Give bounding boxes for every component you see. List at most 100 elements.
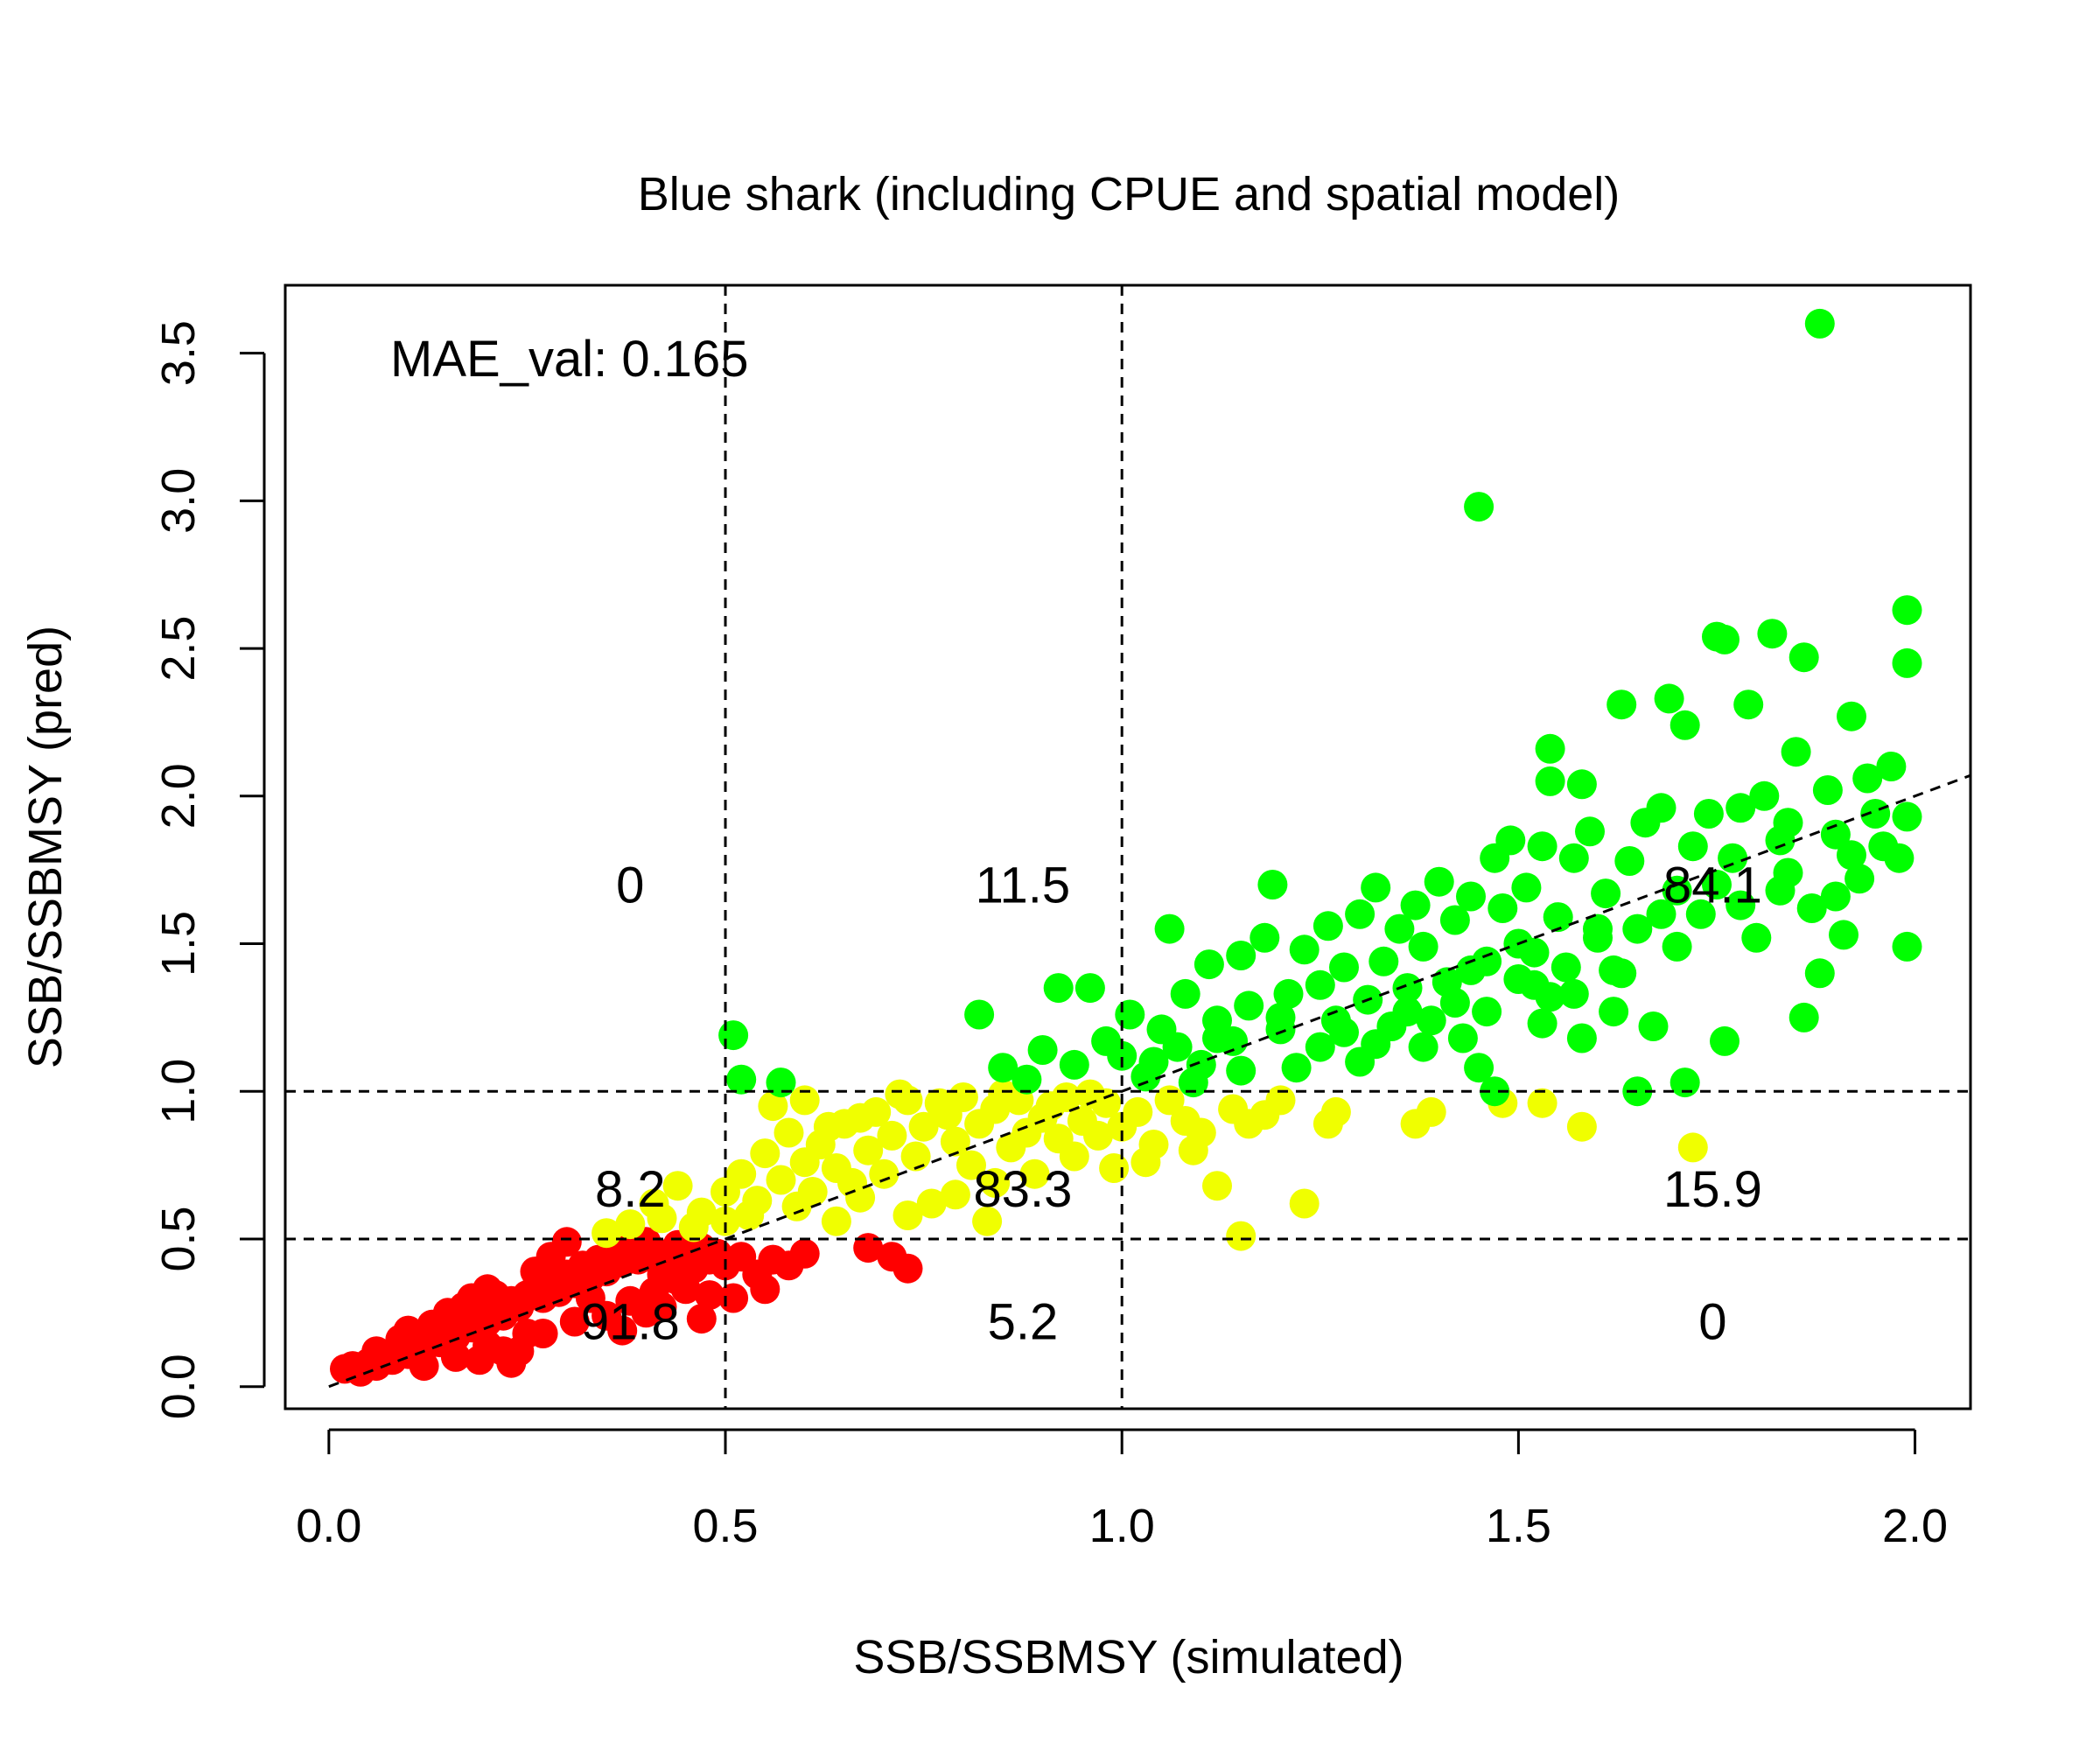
yellow-point [980, 1167, 1011, 1198]
green-point [1654, 683, 1684, 714]
yellow-point [1035, 1091, 1066, 1122]
yellow-point [789, 1085, 820, 1116]
green-point [1464, 1053, 1494, 1083]
green-point [1622, 1076, 1653, 1107]
green-point [1226, 941, 1256, 970]
yellow-point [988, 1079, 1018, 1110]
green-point [1591, 878, 1621, 909]
yellow-point [726, 1158, 757, 1189]
red-point [789, 1238, 820, 1269]
yellow-point [710, 1206, 740, 1236]
points-layer [330, 308, 1922, 1387]
green-point [1726, 793, 1756, 823]
reference-lines [285, 285, 1971, 1409]
green-point [1472, 997, 1502, 1027]
green-point [1837, 701, 1866, 732]
x-tick-label: 1.5 [1486, 1500, 1551, 1552]
green-point [1416, 1005, 1446, 1036]
green-point [1741, 922, 1772, 953]
green-point [1662, 931, 1692, 962]
green-point [1329, 1017, 1359, 1047]
yellow-point [1059, 1141, 1089, 1172]
green-point [1194, 949, 1224, 980]
green-point [1464, 492, 1494, 522]
green-point [1384, 914, 1415, 944]
cell-percentage: 0 [616, 857, 644, 914]
green-point [1583, 914, 1613, 944]
green-point [1138, 1046, 1169, 1077]
y-tick-label: 0.0 [152, 1354, 205, 1419]
green-point [1074, 973, 1105, 1004]
red-point [607, 1315, 638, 1346]
green-point [1829, 920, 1858, 950]
green-point [1892, 802, 1922, 832]
red-point [385, 1324, 416, 1354]
red-point [639, 1277, 669, 1307]
green-point [1027, 1035, 1058, 1065]
cell-percentage-layer: 0 11.5 84.1 8.2 83.3 15.9 91.8 5.2 0 [581, 857, 1762, 1350]
red-point [694, 1280, 724, 1311]
green-point [1726, 890, 1756, 920]
y-axis: 0.0 0.5 1.0 1.5 2.0 2.5 3.0 3.5 [152, 320, 266, 1419]
green-point [1519, 937, 1550, 968]
green-point [1329, 952, 1359, 983]
green-point [1670, 710, 1700, 740]
green-point [1439, 905, 1470, 935]
yellow-point [813, 1111, 844, 1142]
green-point [1305, 1032, 1335, 1062]
green-point [1265, 1002, 1296, 1032]
green-point [1456, 955, 1486, 985]
green-point [1488, 893, 1518, 923]
red-point [465, 1345, 495, 1376]
green-point [1781, 737, 1811, 767]
yellow-point [869, 1158, 900, 1189]
cell-percentage: 91.8 [581, 1294, 680, 1351]
red-point [416, 1309, 447, 1340]
green-point [1257, 870, 1288, 900]
green-point [1804, 308, 1835, 339]
green-point [1852, 763, 1883, 794]
green-point [1892, 931, 1922, 962]
red-point [448, 1292, 479, 1322]
yellow-point [1265, 1085, 1296, 1116]
green-point [1456, 881, 1486, 912]
green-point [1599, 997, 1629, 1027]
green-point [1345, 899, 1376, 929]
green-point [1892, 648, 1922, 678]
green-point [1796, 893, 1827, 923]
green-point [1558, 978, 1589, 1009]
yellow-point [1099, 1153, 1130, 1183]
green-point [964, 999, 995, 1030]
cell-percentage: 5.2 [988, 1294, 1059, 1351]
red-point [361, 1336, 392, 1367]
green-point [1170, 978, 1200, 1009]
yellow-point [1202, 1171, 1232, 1201]
green-point [1503, 964, 1534, 994]
y-tick-label: 2.0 [152, 763, 205, 829]
yellow-point [892, 1200, 923, 1230]
green-point [1558, 843, 1589, 873]
yellow-point [821, 1206, 851, 1236]
green-point [1844, 864, 1875, 894]
red-point [575, 1283, 606, 1313]
green-point [1535, 733, 1565, 764]
green-point [1162, 1032, 1193, 1062]
green-point [1527, 831, 1558, 862]
yellow-point [615, 1209, 646, 1240]
y-tick-label: 3.0 [152, 468, 205, 534]
green-point [1606, 958, 1637, 989]
mae-label: MAE_val: 0.165 [390, 331, 748, 388]
y-tick-label: 3.5 [152, 320, 205, 386]
yellow-point [853, 1135, 884, 1166]
green-point [1837, 840, 1866, 871]
green-point [1400, 890, 1431, 920]
cell-percentage: 83.3 [973, 1161, 1072, 1218]
x-axis-label: SSB/SSBMSY (simulated) [853, 1631, 1404, 1684]
x-tick-label: 0.0 [296, 1500, 361, 1552]
green-point [1361, 1029, 1391, 1060]
yellow-point [845, 1182, 876, 1213]
green-point [1884, 843, 1914, 873]
yellow-point [781, 1191, 812, 1222]
green-point [1289, 934, 1320, 965]
